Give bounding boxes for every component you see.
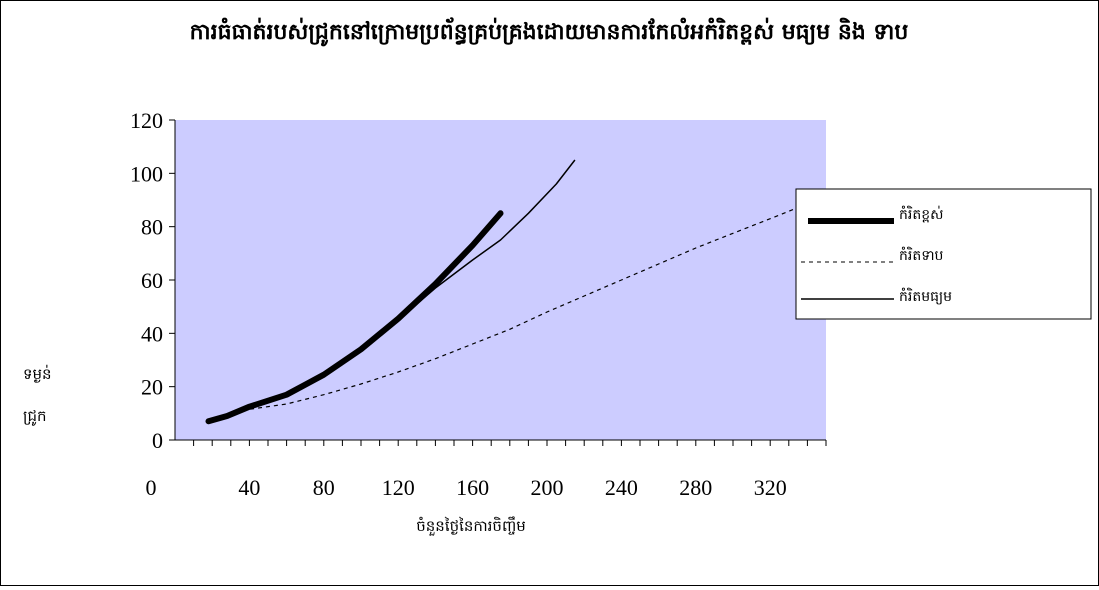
x-tick-label: 240: [605, 475, 638, 500]
y-tick-label: 20: [141, 375, 163, 400]
chart-title: ការធំធាត់របស់ជ្រូកនៅក្រោមប្រព័ន្ធគ្រប់គ្…: [190, 17, 909, 47]
y-tick-label: 0: [152, 428, 163, 453]
x-tick-label: 40: [238, 475, 260, 500]
plot-area: [175, 120, 826, 440]
x-axis-label: ចំនួនថ្ងៃនៃការចិញ្ចឹម: [416, 516, 526, 536]
y-tick-label: 40: [141, 321, 163, 346]
x-tick-label: 280: [679, 475, 712, 500]
x-tick-label: 320: [754, 475, 787, 500]
y-tick-label: 100: [130, 161, 163, 186]
y-tick-label: 60: [141, 268, 163, 293]
x-tick-label: 80: [313, 475, 335, 500]
y-tick-label: 120: [130, 108, 163, 133]
y-axis-label-line-1: ទម្ងន់: [23, 364, 52, 383]
legend-label-low: កំរិតទាប: [899, 246, 944, 264]
y-tick-label: 80: [141, 215, 163, 240]
x-tick-label: 160: [456, 475, 489, 500]
series-low-line: [226, 204, 804, 417]
series-medium-line: [208, 159, 576, 423]
x-tick-label: 200: [531, 475, 564, 500]
x-tick-label: 0: [146, 475, 157, 500]
legend-label-high: កំរិតខ្ពស់: [899, 205, 943, 223]
legend-box: [795, 188, 1092, 320]
legend-label-medium: កំរិតមធ្យម: [899, 287, 952, 305]
y-axis-label-line-2: ជ្រូក: [23, 407, 47, 426]
series-layer: [205, 159, 804, 425]
x-tick-label: 120: [382, 475, 415, 500]
legend: កំរិតខ្ពស់ កំរិតទាប កំរិតមធ្យម: [795, 188, 1092, 320]
x-axis-ticks: 0 40 80 120 160 200 240 280 320: [146, 440, 827, 500]
y-axis-ticks: 0 20 40 60 80 100 120: [130, 108, 175, 453]
